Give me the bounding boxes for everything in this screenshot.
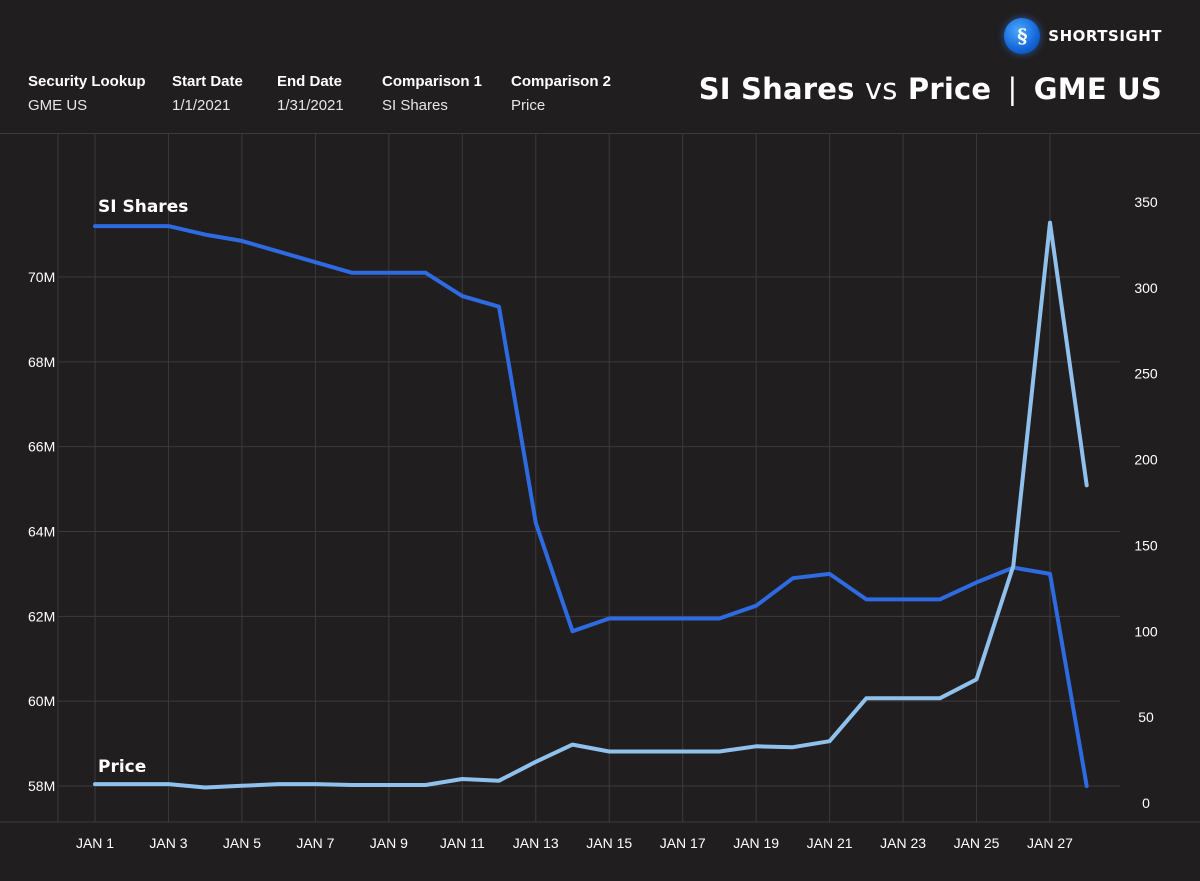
price-series-label: Price xyxy=(98,757,146,777)
si-shares-line xyxy=(93,224,1089,788)
meta-value: Price xyxy=(511,97,546,114)
left-tick-label: 58M xyxy=(28,778,55,794)
x-tick-label: JAN 11 xyxy=(440,835,485,851)
right-tick-label: 100 xyxy=(1134,623,1158,639)
meta-value: 1/31/2021 xyxy=(277,97,344,114)
meta-comparison-1: Comparison 1 SI Shares xyxy=(382,70,511,118)
x-tick-label: JAN 23 xyxy=(880,835,926,851)
meta-value: SI Shares xyxy=(382,97,448,114)
vertical-gridlines xyxy=(0,134,1200,823)
horizontal-gridlines xyxy=(58,276,1120,787)
price-line xyxy=(93,220,1089,790)
x-tick-label: JAN 1 xyxy=(76,835,114,851)
x-tick-label: JAN 13 xyxy=(513,835,559,851)
section-sign-icon: § xyxy=(1004,18,1041,54)
title-series-1: SI Shares xyxy=(698,72,855,106)
title-separator: | xyxy=(1007,72,1018,106)
x-tick-label: JAN 19 xyxy=(733,835,779,851)
left-tick-label: 60M xyxy=(28,693,55,709)
left-tick-label: 70M xyxy=(28,269,55,285)
chart-title: SI Shares vs Price | GME US xyxy=(699,72,1162,106)
x-tick-label: JAN 7 xyxy=(296,835,334,851)
meta-label: Comparison 1 xyxy=(382,73,483,90)
right-tick-label: 250 xyxy=(1134,366,1158,382)
right-tick-label: 50 xyxy=(1138,709,1154,725)
shortsight-logo: § SHORTSIGHT xyxy=(1004,18,1162,54)
left-tick-label: 62M xyxy=(28,608,55,624)
title-vs: vs xyxy=(864,72,898,106)
right-tick-label: 300 xyxy=(1134,280,1158,296)
left-tick-label: 68M xyxy=(28,354,55,370)
left-tick-label: 66M xyxy=(28,439,55,455)
right-axis-ticks: 0 50 100 150 200 250 300 350 xyxy=(1134,194,1158,811)
brand-name: SHORTSIGHT xyxy=(1048,27,1162,45)
meta-value: 1/1/2021 xyxy=(172,97,231,114)
right-tick-label: 0 xyxy=(1142,795,1150,811)
series-lines xyxy=(93,220,1089,790)
title-ticker: GME US xyxy=(1033,72,1162,106)
meta-label: Security Lookup xyxy=(28,73,146,90)
x-tick-label: JAN 5 xyxy=(223,835,261,851)
x-tick-label: JAN 9 xyxy=(370,835,408,851)
lookup-info: Security Lookup GME US Start Date 1/1/20… xyxy=(28,70,631,118)
header-divider xyxy=(0,133,1200,134)
left-axis-ticks: 58M 60M 62M 64M 66M 68M 70M xyxy=(28,269,55,794)
meta-label: Start Date xyxy=(172,73,243,90)
x-axis-ticks: JAN 1 JAN 3 JAN 5 JAN 7 JAN 9 JAN 11 JAN 13 JAN… xyxy=(76,835,1073,851)
meta-start-date: Start Date 1/1/2021 xyxy=(172,70,277,118)
right-tick-label: 200 xyxy=(1134,452,1158,468)
meta-comparison-2: Comparison 2 Price xyxy=(511,70,631,118)
x-tick-label: JAN 21 xyxy=(807,835,853,851)
meta-security-lookup: Security Lookup GME US xyxy=(28,70,172,118)
x-tick-label: JAN 17 xyxy=(660,835,706,851)
x-tick-label: JAN 3 xyxy=(149,835,187,851)
x-tick-label: JAN 25 xyxy=(954,835,1000,851)
x-tick-label: JAN 15 xyxy=(586,835,632,851)
left-tick-label: 64M xyxy=(28,524,55,540)
meta-label: Comparison 2 xyxy=(511,73,612,90)
meta-label: End Date xyxy=(277,73,343,90)
title-series-2: Price xyxy=(907,72,992,106)
meta-value: GME US xyxy=(28,97,88,114)
right-tick-label: 150 xyxy=(1134,537,1158,553)
x-tick-label: JAN 27 xyxy=(1027,835,1073,851)
meta-end-date: End Date 1/31/2021 xyxy=(277,70,382,118)
si-shares-series-label: SI Shares xyxy=(98,197,188,217)
right-tick-label: 350 xyxy=(1134,194,1158,210)
